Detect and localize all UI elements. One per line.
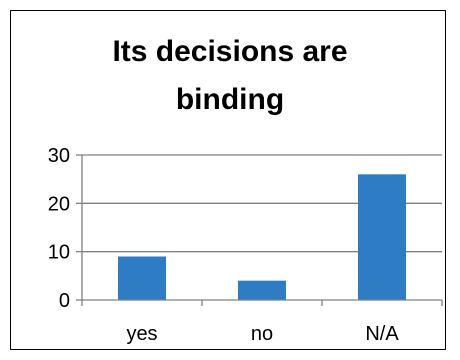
axes [76, 154, 443, 306]
bar-no [238, 280, 286, 300]
y-tick-label: 0 [59, 290, 70, 312]
chart-title: Its decisions are binding [0, 28, 460, 124]
x-tick-label: yes [126, 323, 157, 345]
y-tick-label: 10 [48, 242, 70, 264]
bar-yes [118, 256, 166, 300]
bar-n-a [358, 174, 406, 300]
x-tick-label: N/A [365, 323, 399, 345]
x-tick-label: no [251, 323, 273, 345]
chart-title-line-2: binding [175, 83, 285, 116]
chart-title-line-1: Its decisions are [112, 35, 348, 68]
bars [118, 174, 406, 300]
y-tick-label: 30 [48, 145, 70, 167]
y-tick-label: 20 [48, 193, 70, 215]
tick-labels: 0 10 20 30 yes no N/A [48, 145, 400, 345]
